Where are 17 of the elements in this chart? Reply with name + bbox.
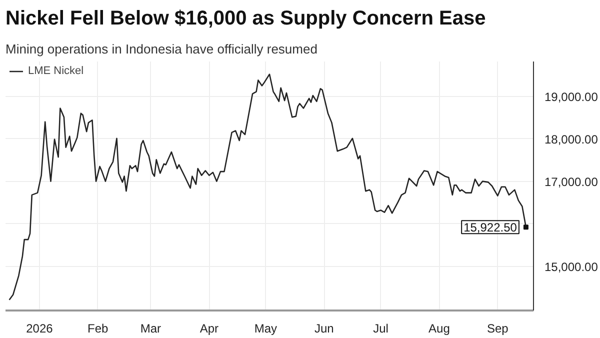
x-tick-label: Aug (428, 322, 450, 336)
x-tick-label: Jun (314, 322, 334, 336)
annotation: 15,922.50 (464, 220, 518, 235)
x-tick-label: Feb (88, 322, 109, 336)
x-tick-label: 2026 (26, 322, 54, 336)
x-tick-label: Apr (200, 322, 219, 336)
y-tick-label: 15,000.00 (544, 260, 598, 274)
chart-subtitle: Mining operations in Indonesia have officially resumed (6, 42, 318, 56)
x-tick-label: Sep (486, 322, 509, 336)
y-tick-label: 18,000.00 (544, 132, 598, 146)
legend-label: LME Nickel (28, 65, 84, 77)
x-tick-label: May (254, 322, 278, 336)
x-tick-label: Jul (373, 322, 388, 336)
y-tick-label: 19,000.00 (544, 90, 598, 104)
x-tick-label: Mar (140, 322, 162, 336)
chart-title: Nickel Fell Below $16,000 as Supply Concern Ease (6, 8, 486, 30)
y-tick-label: 17,000.00 (544, 174, 598, 189)
